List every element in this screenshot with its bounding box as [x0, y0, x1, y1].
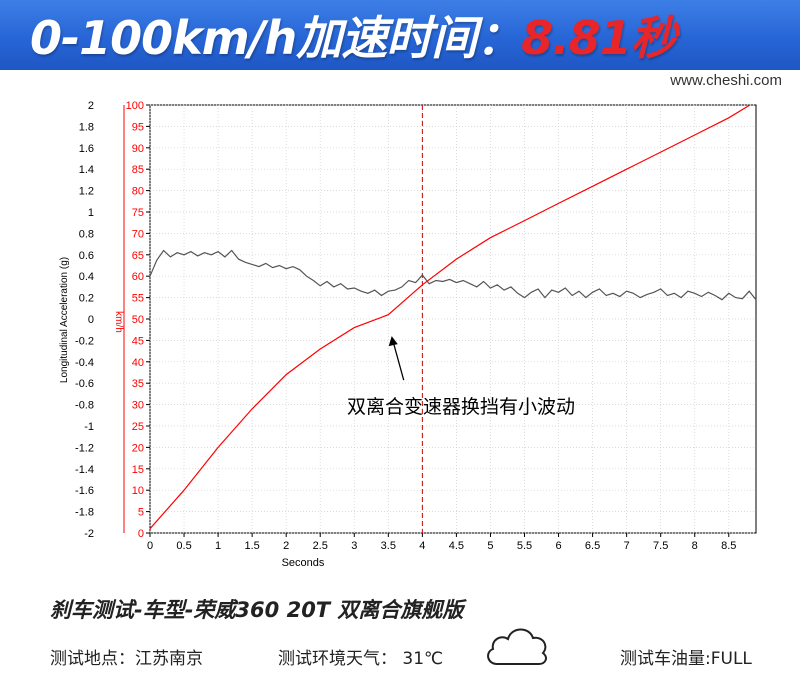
y-right-tick-label: 20 — [132, 442, 144, 454]
x-axis-label: Seconds — [282, 557, 325, 569]
test-weather: 测试环境天气： 31℃ — [278, 649, 444, 669]
y-left-tick-label: -1.8 — [75, 507, 94, 519]
y-right-tick-label: 70 — [132, 228, 144, 240]
test-location: 测试地点：江苏南京 — [50, 649, 203, 669]
x-tick-label: 6 — [555, 540, 561, 552]
y-right-tick-label: 45 — [132, 335, 144, 347]
annotation-arrow — [392, 339, 405, 381]
x-tick-label: 5.5 — [517, 540, 532, 552]
y-right-tick-label: 85 — [132, 164, 144, 176]
title-prefix: 0-100km/h加速时间： — [30, 11, 522, 65]
y-right-tick-label: 75 — [132, 207, 144, 219]
y-left-tick-label: -0.6 — [75, 378, 94, 390]
x-tick-label: 1.5 — [244, 540, 259, 552]
x-tick-label: 4 — [419, 540, 425, 552]
y-right-tick-label: 50 — [132, 314, 144, 326]
y-left-tick-label: 1.2 — [79, 186, 94, 198]
y-left-tick-label: 1.8 — [79, 121, 94, 133]
y-right-tick-label: 80 — [132, 186, 144, 198]
y-right-tick-label: 90 — [132, 143, 144, 155]
y-left-axis-label: Longitudinal Acceleration (g) — [59, 257, 70, 383]
x-tick-label: 3 — [351, 540, 357, 552]
y-right-tick-label: 30 — [132, 400, 144, 412]
title-value: 8.81秒 — [521, 11, 676, 65]
y-right-tick-label: 35 — [132, 378, 144, 390]
y-left-tick-label: -1.2 — [75, 442, 94, 454]
y-left-tick-label: -0.4 — [75, 357, 94, 369]
y-right-tick-label: 95 — [132, 121, 144, 133]
y-left-tick-label: -1.6 — [75, 485, 94, 497]
y-right-tick-label: 40 — [132, 357, 144, 369]
y-left-tick-label: 0.2 — [79, 293, 94, 305]
x-tick-label: 2 — [283, 540, 289, 552]
y-left-tick-label: -0.8 — [75, 400, 94, 412]
y-left-tick-label: 0 — [88, 314, 94, 326]
test-caption: 刹车测试-车型-荣威360 20T 双离合旗舰版 — [50, 598, 464, 622]
y-right-axis-label: km/h — [113, 311, 124, 333]
y-right-tick-label: 100 — [126, 100, 144, 112]
speed-series-line — [149, 104, 751, 530]
y-right-tick-label: 0 — [138, 528, 144, 540]
y-right-tick-label: 65 — [132, 250, 144, 262]
y-left-tick-label: 2 — [88, 100, 94, 112]
y-right-tick-label: 10 — [132, 485, 144, 497]
x-tick-label: 4.5 — [449, 540, 464, 552]
y-right-tick-label: 25 — [132, 421, 144, 433]
y-right-tick-label: 15 — [132, 464, 144, 476]
cloud-icon — [487, 628, 547, 665]
x-tick-label: 0 — [147, 540, 153, 552]
x-tick-label: 2.5 — [313, 540, 328, 552]
y-left-tick-label: -2 — [84, 528, 94, 540]
acceleration-series-line — [149, 249, 757, 301]
site-watermark: www.cheshi.com — [670, 72, 782, 89]
y-left-tick-label: 0.6 — [79, 250, 94, 262]
test-fuel: 测试车油量:FULL — [620, 649, 752, 669]
x-tick-label: 5 — [487, 540, 493, 552]
x-tick-label: 7.5 — [653, 540, 668, 552]
x-tick-label: 3.5 — [381, 540, 396, 552]
y-left-tick-label: -1 — [84, 421, 94, 433]
y-right-tick-label: 60 — [132, 271, 144, 283]
y-left-tick-label: 1.4 — [79, 164, 94, 176]
y-right-tick-label: 5 — [138, 507, 144, 519]
y-right-tick-label: 55 — [132, 293, 144, 305]
y-left-tick-label: 1.6 — [79, 143, 94, 155]
y-left-tick-label: -1.4 — [75, 464, 94, 476]
x-tick-label: 1 — [215, 540, 221, 552]
y-left-tick-label: 1 — [88, 207, 94, 219]
annotation-arrowhead — [388, 336, 398, 347]
x-tick-label: 8 — [692, 540, 698, 552]
y-left-tick-label: -0.2 — [75, 335, 94, 347]
y-left-tick-label: 0.8 — [79, 228, 94, 240]
title-banner — [0, 0, 800, 70]
x-tick-label: 0.5 — [176, 540, 191, 552]
x-tick-label: 6.5 — [585, 540, 600, 552]
x-tick-label: 7 — [624, 540, 630, 552]
x-tick-label: 8.5 — [721, 540, 736, 552]
page-title: 0-100km/h加速时间：8.81秒 — [30, 2, 677, 68]
annotation-text: 双离合变速器换挡有小波动 — [347, 396, 575, 418]
acceleration-chart: 2 1.8 1.6 1.4 1.2 1 0.8 0.6 0.4 0.2 0 -0.2 -0.4 -0.6 -… — [59, 100, 757, 569]
y-left-tick-label: 0.4 — [79, 271, 94, 283]
